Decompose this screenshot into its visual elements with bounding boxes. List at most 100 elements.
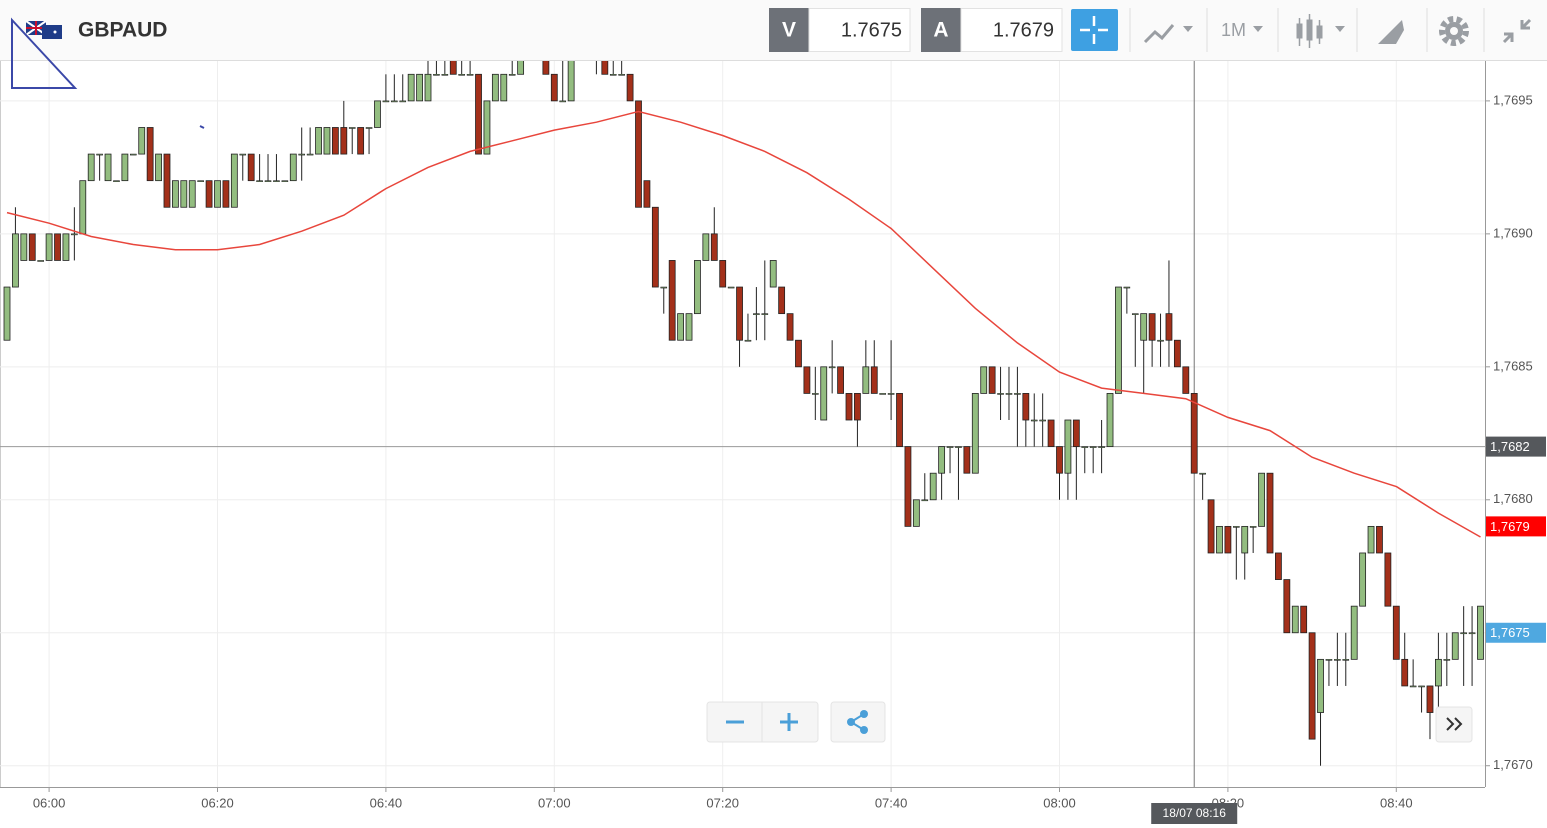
candle-body — [331, 127, 339, 155]
candle-body — [1207, 499, 1215, 554]
ask-label: A — [933, 19, 948, 42]
candle-body — [289, 153, 297, 182]
candle-body — [121, 153, 129, 182]
toolbar: GBPAUD V 1.7675 A 1.7679 1M — [0, 0, 1547, 61]
candle-body — [618, 73, 625, 76]
candle-body — [946, 446, 954, 448]
drawn-triangle[interactable] — [11, 17, 78, 89]
x-tick-label: 06:00 — [33, 795, 66, 810]
candle-body — [904, 446, 912, 527]
timeframe-button[interactable]: 1M — [1221, 20, 1263, 40]
candle-body — [197, 180, 204, 182]
plot-area: 1,7670 1,7675 1,7680 1,7685 1,7690 1,7695 06:0… — [0, 20, 1533, 810]
candle-body — [1005, 393, 1013, 395]
candle-body — [719, 260, 727, 288]
chart-type-button[interactable] — [1143, 24, 1193, 44]
candle-body — [1165, 313, 1173, 341]
candle-body — [180, 180, 188, 208]
candle-body — [433, 73, 440, 76]
candle-body — [1350, 605, 1358, 660]
price-marker — [1486, 436, 1546, 457]
x-tick-label: 06:20 — [201, 795, 234, 810]
candle-body — [340, 127, 348, 155]
candle-body — [298, 153, 306, 156]
candle-body — [1098, 446, 1105, 448]
candle-body — [887, 393, 895, 395]
candle-body — [1148, 313, 1156, 341]
candle-type-button[interactable] — [1296, 14, 1345, 48]
candle-body — [1089, 446, 1097, 448]
candle-body — [1072, 419, 1080, 448]
settings-button[interactable] — [1439, 16, 1469, 46]
candle-body — [837, 366, 844, 394]
bid-price: 1.7675 — [841, 19, 902, 41]
candle-body — [87, 153, 95, 182]
candle-body — [736, 286, 743, 341]
collapse-button[interactable] — [1502, 18, 1532, 44]
candle-wicks — [1298, 14, 1321, 48]
candle-body — [1233, 526, 1240, 528]
crosshair-button[interactable] — [1071, 9, 1118, 51]
candle-body — [1418, 685, 1425, 688]
candle-body — [803, 366, 811, 394]
candle-body — [635, 100, 642, 208]
candle-body — [1392, 605, 1400, 660]
zoom-in-button[interactable] — [780, 713, 798, 731]
flag-icon — [25, 20, 62, 39]
candle-body — [845, 393, 853, 421]
candle-body — [391, 100, 398, 103]
candle-body — [256, 180, 263, 182]
candle-body — [1342, 659, 1350, 661]
candle-body — [643, 180, 651, 208]
candle-body — [1435, 658, 1442, 687]
x-tick-label: 08:40 — [1380, 795, 1413, 810]
draw-tool-button[interactable] — [1378, 20, 1404, 44]
candle-body — [424, 73, 432, 102]
y-tick-label: 1,7680 — [1493, 491, 1533, 506]
candle-body — [938, 446, 946, 474]
candle-body — [685, 313, 693, 341]
candle-body — [1182, 366, 1190, 394]
candle-body — [761, 313, 769, 315]
candle-body — [879, 393, 886, 395]
candle-body — [1047, 419, 1055, 448]
candle-body — [458, 73, 465, 76]
candle-body — [20, 233, 28, 261]
candle-body — [694, 260, 701, 315]
candle-body — [1081, 446, 1089, 448]
candle-body — [1131, 313, 1139, 315]
y-tick-label: 1,7690 — [1493, 225, 1533, 240]
candle-body — [1190, 393, 1198, 474]
candle-body — [205, 180, 213, 208]
toolbar-dividers — [1129, 8, 1485, 52]
candle-body — [1291, 605, 1299, 634]
candle-body — [1266, 472, 1274, 554]
candle-body — [1460, 632, 1467, 635]
candle-body — [1367, 525, 1375, 554]
candle-body — [96, 153, 103, 156]
candle-body — [862, 366, 870, 394]
y-tick-label: 1,7695 — [1493, 92, 1533, 107]
candle-body — [348, 127, 356, 129]
line-icon — [1143, 24, 1175, 44]
bid-tag[interactable] — [769, 8, 809, 52]
scroll-end-button[interactable] — [1446, 717, 1463, 731]
candle-body — [1216, 525, 1223, 554]
price-marker-label: 1,7679 — [1490, 519, 1530, 534]
share-button[interactable] — [847, 710, 868, 734]
candle-body — [188, 180, 196, 208]
candle-body — [1477, 605, 1484, 660]
caret — [1253, 26, 1263, 32]
ask-box[interactable] — [960, 8, 1063, 52]
candle-body — [786, 313, 794, 341]
candle-body — [62, 233, 70, 261]
ask-tag[interactable] — [921, 8, 961, 52]
symbol: GBPAUD — [78, 19, 167, 42]
crosshair-icon — [1080, 16, 1108, 44]
bid-box[interactable] — [808, 8, 911, 52]
flag-au — [42, 25, 62, 39]
x-tick-label: 06:40 — [370, 795, 403, 810]
candle-body — [1300, 605, 1308, 634]
candle-body — [988, 366, 996, 394]
candle-body — [163, 153, 171, 208]
